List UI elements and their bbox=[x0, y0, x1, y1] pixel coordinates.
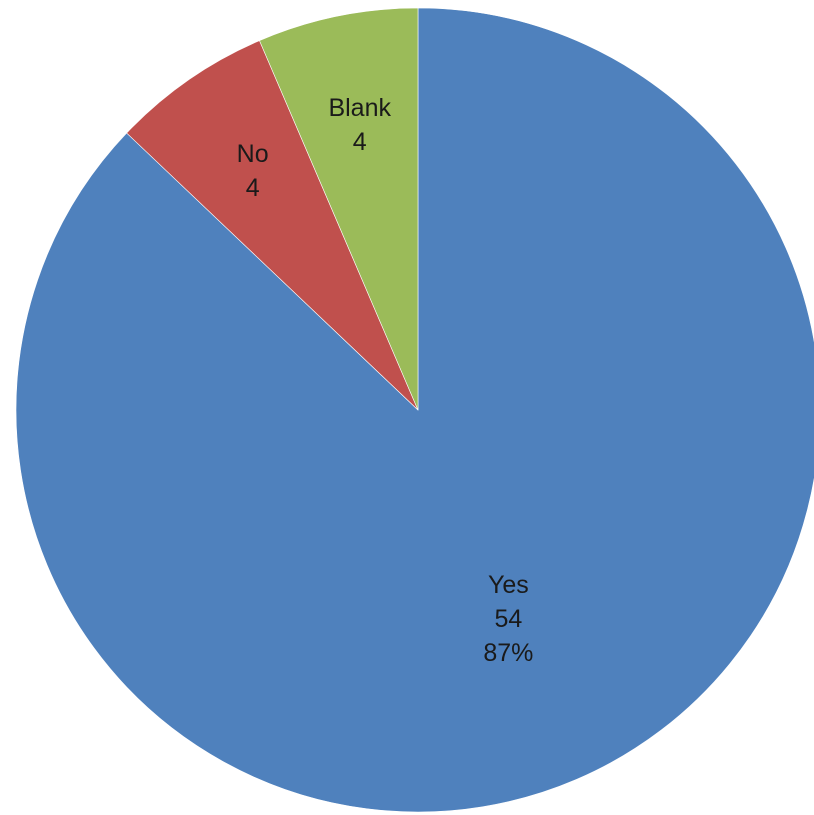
data-label-yes-percent: 87% bbox=[483, 639, 533, 667]
data-label-blank-label: Blank bbox=[328, 94, 391, 122]
slice-no bbox=[126, 40, 419, 411]
slice-yes bbox=[15, 7, 814, 813]
data-label-no-label: No bbox=[237, 140, 269, 168]
data-label-yes-value: 54 bbox=[494, 605, 522, 633]
data-label-blank-value: 4 bbox=[353, 128, 367, 156]
labels-layer: Yes 54 87% No 4 Blank 4 bbox=[237, 94, 534, 667]
data-label-no-value: 4 bbox=[246, 174, 260, 202]
slices-layer bbox=[15, 7, 814, 813]
data-label-yes-label: Yes bbox=[488, 571, 529, 599]
slice-blank bbox=[259, 7, 419, 411]
